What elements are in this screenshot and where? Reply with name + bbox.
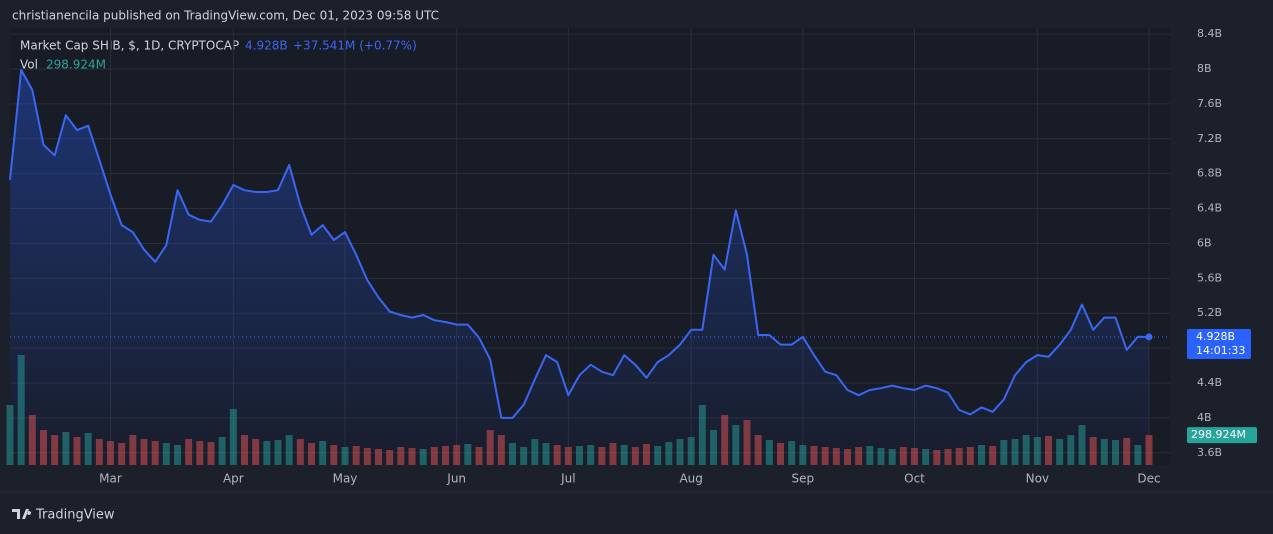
y-tick-label: 6.4B [1197, 202, 1222, 215]
footer: TradingView [35, 508, 115, 523]
y-tick-label: 7.6B [1197, 97, 1222, 110]
change: +37.541M (+0.77%) [293, 39, 417, 53]
price-label-box [1187, 328, 1251, 359]
last-value: 4.928B [245, 39, 288, 53]
y-tick-label: 5.2B [1197, 306, 1222, 319]
y-tick-label: 4.4B [1197, 376, 1222, 389]
y-tick-label: 8.4B [1197, 27, 1222, 40]
x-tick-label: Aug [679, 472, 702, 486]
y-tick-label: 6.8B [1197, 167, 1222, 180]
x-tick-label: Apr [223, 472, 244, 486]
area [10, 69, 1149, 466]
volume-name: Vol [20, 58, 38, 72]
x-tick-label: Nov [1026, 472, 1049, 486]
y-tick-label: 6B [1197, 236, 1212, 249]
chart-title: Market Cap SHIB, $, 1D, CRYPTOCAP [20, 39, 239, 53]
volume-value: 298.924M [46, 58, 106, 72]
price-label: 4.928B [1196, 330, 1235, 343]
volume-label: 298.924M [1191, 428, 1246, 441]
last-point [1145, 333, 1153, 341]
y-tick-label: 7.2B [1197, 132, 1222, 145]
header: christianencila published on TradingView… [12, 9, 439, 23]
line [9, 68, 1150, 419]
logo [12, 509, 32, 519]
x-tick-label: Jun [446, 472, 466, 486]
x-tick-label: Dec [1137, 472, 1160, 486]
countdown: 14:01:33 [1196, 344, 1245, 357]
x-tick-label: May [333, 472, 358, 486]
y-tick-label: 5.6B [1197, 271, 1222, 284]
x-tick-label: Mar [99, 472, 122, 486]
volume-label-box [1187, 427, 1257, 444]
x-tick-label: Sep [792, 472, 815, 486]
y-tick-label: 3.6B [1197, 446, 1222, 459]
y-tick-label: 8B [1197, 62, 1212, 75]
x-tick-label: Jul [560, 472, 575, 486]
x-tick-label: Oct [904, 472, 925, 486]
y-tick-label: 4B [1197, 411, 1212, 424]
